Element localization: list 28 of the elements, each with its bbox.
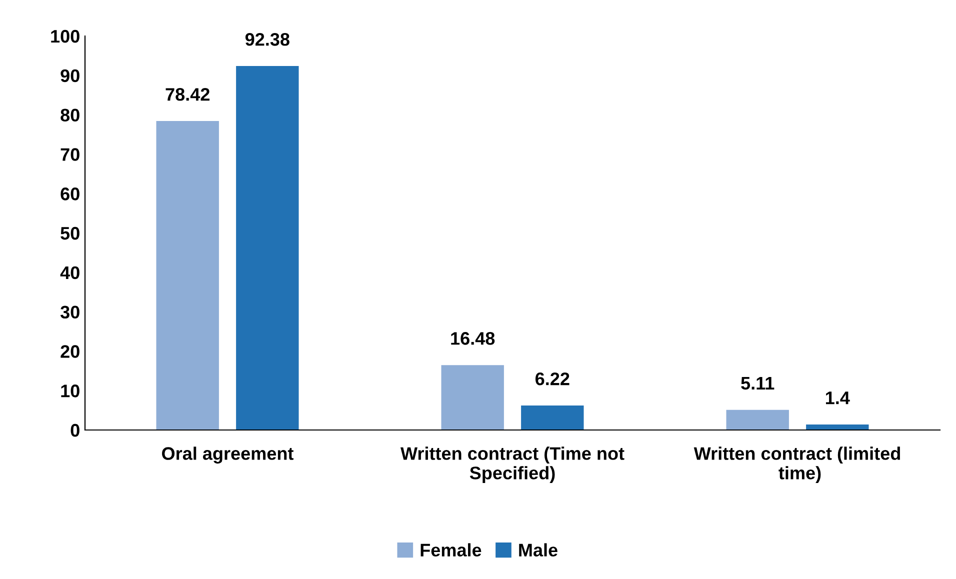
- bar: [806, 424, 869, 430]
- bar: [441, 365, 504, 430]
- y-tick-label: 30: [60, 306, 80, 319]
- y-tick-label: 20: [60, 345, 80, 358]
- y-tick-label: 90: [60, 69, 80, 82]
- bar: [156, 121, 219, 430]
- y-tick-label: 70: [60, 148, 80, 161]
- bar: [236, 66, 299, 430]
- y-tick-label: 50: [60, 226, 80, 240]
- legend-label: Female: [420, 543, 482, 556]
- data-label: 92.38: [245, 33, 290, 46]
- data-label: 78.42: [166, 88, 210, 101]
- y-tick-label: 0: [70, 424, 80, 437]
- y-tick-label: 80: [60, 108, 80, 122]
- y-tick-label: 40: [60, 266, 80, 280]
- data-label: 5.11: [741, 377, 774, 390]
- bar: [726, 410, 789, 430]
- data-label: 6.22: [535, 372, 570, 386]
- y-tick-label: 60: [60, 188, 80, 200]
- y-tick-label: 10: [61, 384, 80, 398]
- y-tick-label: 100: [51, 30, 80, 43]
- x-tick-label: Written contract (limited time): [694, 446, 900, 483]
- x-tick-label: Oral agreement: [162, 446, 294, 464]
- data-label: 1.4: [826, 392, 850, 404]
- legend-label: Male: [519, 543, 558, 556]
- bar: [521, 405, 584, 430]
- data-label: 16.48: [451, 332, 495, 345]
- x-tick-label: Written contract (Time not Specified): [400, 446, 624, 483]
